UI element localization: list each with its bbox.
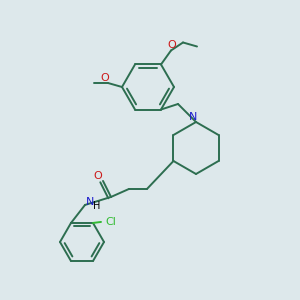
Text: H: H (93, 201, 101, 211)
Text: O: O (100, 73, 109, 83)
Text: N: N (189, 112, 197, 122)
Text: N: N (86, 197, 94, 207)
Text: O: O (94, 171, 102, 181)
Text: O: O (168, 40, 176, 50)
Text: Cl: Cl (105, 217, 116, 227)
